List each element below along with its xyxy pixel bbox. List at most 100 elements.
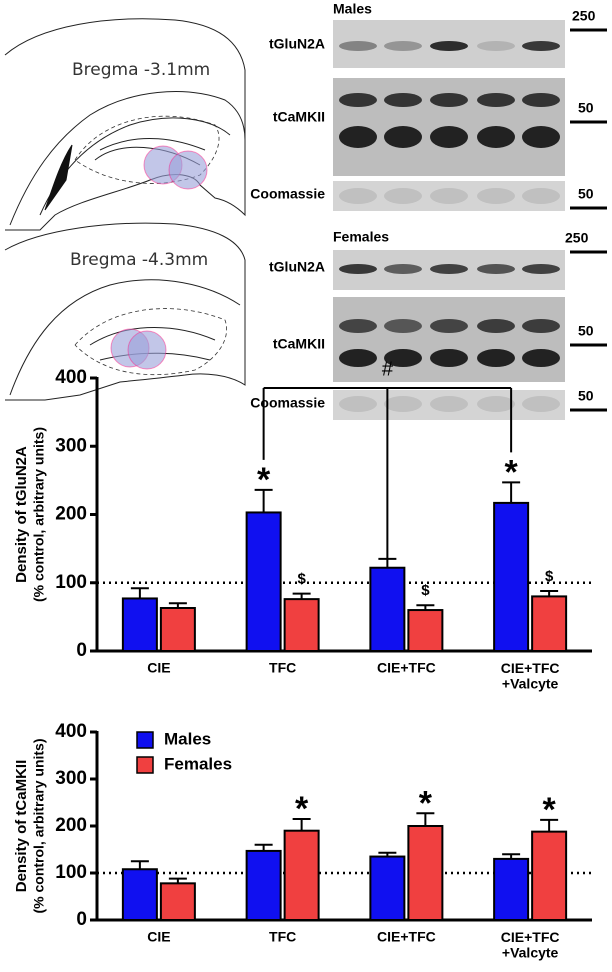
y-axis-label: (% control, arbitrary units) — [31, 738, 47, 913]
bar-charts: Density of tGluN2A (% control, arbitrary … — [13, 358, 592, 960]
bracket-label: # — [382, 358, 394, 380]
blot-band — [477, 264, 515, 274]
blot-band — [522, 188, 560, 204]
bar — [531, 595, 568, 653]
y-axis-label: (% control, arbitrary units) — [31, 427, 47, 602]
blot-band — [477, 41, 515, 51]
blot-band — [339, 93, 377, 107]
blot-band — [384, 188, 422, 204]
blot-row-label: Coomassie — [250, 186, 325, 202]
blot-row-label: tGluN2A — [269, 36, 325, 52]
blot-row-label: tGluN2A — [269, 259, 325, 275]
x-tick-label: TFC — [269, 929, 296, 945]
blot-band — [384, 319, 422, 333]
blot-band — [477, 188, 515, 204]
bar — [159, 607, 196, 653]
marker-label: 250 — [572, 8, 596, 24]
bar-chart: Density of tGluN2A (% control, arbitrary … — [13, 358, 592, 691]
x-tick-label: CIE+TFC — [377, 929, 436, 945]
bar — [531, 830, 568, 922]
x-tick-label: CIE+TFC — [377, 660, 436, 676]
blot-band — [430, 93, 468, 107]
significance-mark: * — [257, 461, 271, 499]
blot-band — [384, 126, 422, 148]
blot-band — [477, 396, 515, 412]
blot-band — [522, 41, 560, 51]
blot-band — [522, 93, 560, 107]
blot-band — [384, 349, 422, 367]
atlas-label: Bregma -4.3mm — [70, 250, 208, 270]
blot-membrane — [333, 181, 565, 211]
legend-swatch — [136, 731, 154, 749]
bar — [121, 597, 158, 653]
bar — [369, 855, 406, 921]
blot-band — [477, 349, 515, 367]
y-tick-label: 300 — [55, 768, 87, 789]
x-tick-label: CIE+TFC +Valcyte — [501, 660, 560, 691]
marker-label: 50 — [578, 100, 594, 116]
bar — [283, 829, 320, 922]
blot-band — [339, 319, 377, 333]
bar — [407, 609, 444, 652]
blot-band — [384, 93, 422, 107]
bar — [493, 501, 530, 652]
blot-band — [430, 126, 468, 148]
blot-band — [339, 264, 377, 274]
x-tick-label: TFC — [269, 660, 296, 676]
blot-band — [430, 41, 468, 51]
atlas-label: Bregma -3.1mm — [72, 60, 210, 80]
bar — [121, 868, 158, 921]
blot-band — [339, 349, 377, 367]
western-blots: Males tGluN2A 250 tCaMKII 50 Coomassie 50 Femal… — [250, 1, 607, 420]
blot-band — [384, 264, 422, 274]
x-tick-label: CIE — [147, 660, 170, 676]
blot-band — [477, 126, 515, 148]
bar — [493, 857, 530, 922]
blot-membrane — [333, 390, 565, 420]
bar — [283, 598, 320, 653]
significance-mark: $ — [297, 571, 306, 588]
marker-label: 250 — [565, 230, 589, 246]
x-tick-label: CIE+TFC +Valcyte — [501, 929, 560, 960]
blot-band — [522, 349, 560, 367]
y-axis-label: Density of tCaMKII — [13, 760, 30, 893]
bar — [245, 849, 282, 921]
y-tick-label: 400 — [55, 721, 87, 742]
bar — [159, 882, 196, 922]
brain-atlas-upper: Bregma -3.1mm — [4, 18, 246, 231]
blot-band — [384, 41, 422, 51]
y-tick-label: 0 — [76, 640, 87, 661]
blot-band — [522, 396, 560, 412]
significance-mark: * — [419, 784, 433, 822]
blot-title: Males — [333, 1, 372, 17]
significance-mark: $ — [545, 568, 554, 585]
blot-band — [430, 264, 468, 274]
blot-membrane — [333, 297, 565, 382]
blot-band — [430, 396, 468, 412]
blot-band — [339, 126, 377, 148]
blot-band — [384, 396, 422, 412]
marker-label: 50 — [578, 323, 594, 339]
marker-label: 50 — [578, 186, 594, 202]
bar — [245, 511, 282, 653]
legend-label: Females — [164, 754, 232, 773]
y-tick-label: 100 — [55, 572, 87, 593]
y-tick-label: 100 — [55, 862, 87, 883]
significance-mark: * — [295, 790, 309, 828]
y-tick-label: 0 — [76, 909, 87, 930]
blot-band — [339, 188, 377, 204]
blot-title: Females — [333, 229, 389, 245]
y-tick-label: 300 — [55, 435, 87, 456]
legend-swatch — [136, 756, 154, 774]
bar-chart: Density of tCaMKII (% control, arbitrary … — [13, 721, 592, 960]
marker-label: 50 — [578, 388, 594, 404]
brain-atlas-lower: Bregma -4.3mm — [4, 222, 246, 401]
blot-band — [339, 41, 377, 51]
bar — [369, 566, 406, 652]
blot-band — [477, 93, 515, 107]
y-tick-label: 400 — [55, 367, 87, 388]
significance-mark: * — [505, 453, 519, 491]
blot-band — [522, 126, 560, 148]
blot-band — [477, 319, 515, 333]
